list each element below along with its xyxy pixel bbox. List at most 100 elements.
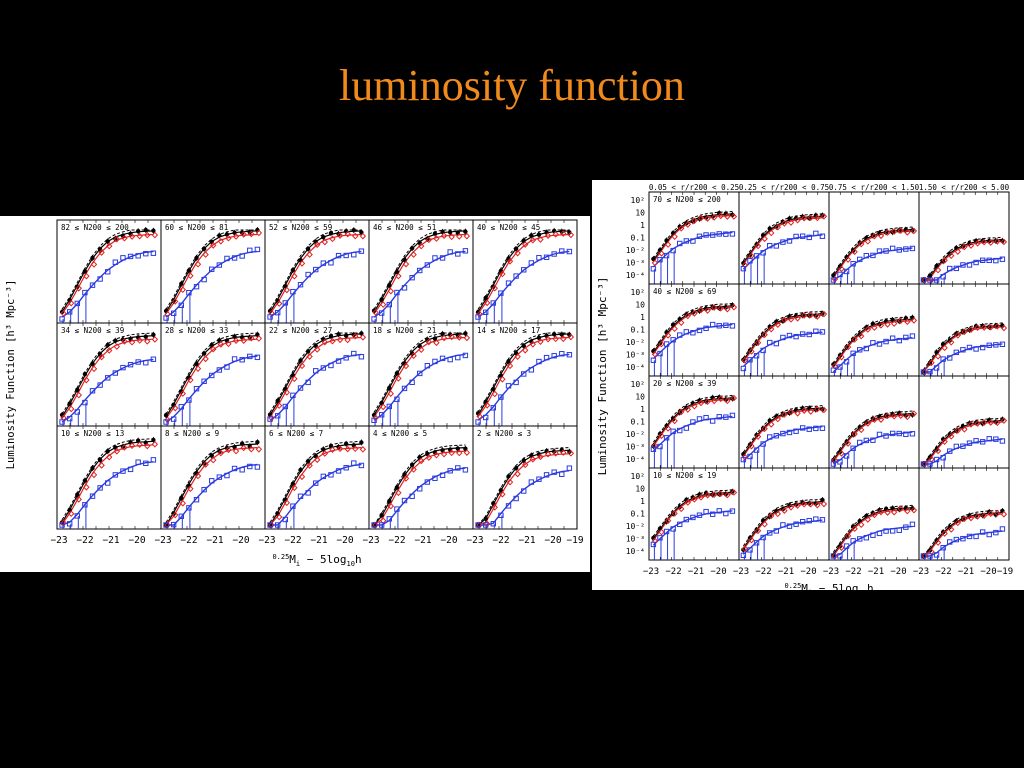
data-point-blue (786, 523, 793, 529)
data-point-red (671, 233, 678, 241)
data-point-blue (335, 468, 342, 474)
data-point-blue (505, 280, 512, 286)
data-point-red (858, 426, 865, 434)
x-tick-label: −20 (980, 567, 996, 577)
data-point-blue (870, 252, 876, 259)
data-point-red (410, 251, 417, 258)
data-point-blue (82, 399, 88, 406)
panel-frame (648, 467, 740, 561)
data-point-black (402, 472, 407, 477)
data-point-red (754, 242, 762, 250)
data-point-blue (753, 447, 760, 453)
data-point-blue (536, 358, 542, 365)
data-point-blue (386, 301, 392, 308)
data-point-red (807, 408, 814, 415)
data-point-red (890, 320, 898, 327)
data-point-blue (120, 255, 126, 261)
data-point-blue (105, 375, 111, 381)
y-tick-label: 10⁻² (626, 246, 645, 255)
left-x-axis-label: 0.25Mi − 5log10h (272, 553, 361, 568)
data-point-red (544, 450, 552, 458)
data-point-blue (551, 251, 557, 257)
data-point-red (820, 212, 828, 220)
data-point-blue (690, 330, 696, 336)
data-point-red (781, 316, 788, 324)
data-point-blue (723, 510, 729, 517)
data-point-blue (247, 247, 253, 254)
data-point-blue (239, 467, 245, 473)
data-point-red (761, 425, 768, 433)
panel-label-n200: 6 ≤ N200 ≤ 7 (269, 429, 323, 438)
data-point-blue (760, 250, 766, 256)
data-point-blue (305, 379, 311, 386)
x-tick-label-last: −19 (566, 535, 583, 546)
data-point-red (240, 444, 247, 452)
data-point-red (948, 433, 955, 440)
data-point-black (305, 349, 311, 354)
data-point-black (447, 230, 453, 235)
data-point-red (194, 472, 202, 480)
panel: 52 ≤ N200 ≤ 59 (264, 219, 370, 324)
data-point-blue (837, 364, 843, 370)
data-point-blue (657, 535, 663, 541)
data-point-blue (786, 238, 793, 244)
data-point-black (703, 490, 709, 496)
data-point-red (98, 249, 105, 256)
data-point-red (671, 510, 678, 517)
model-curve-dashed (373, 444, 466, 526)
data-point-blue (927, 368, 933, 375)
data-point-red (306, 251, 313, 258)
data-point-blue (927, 277, 933, 283)
data-point-black (831, 457, 836, 463)
data-point-red (794, 409, 801, 417)
data-point-blue (799, 519, 806, 525)
data-point-blue (806, 426, 812, 432)
data-point-red (774, 510, 782, 518)
panel-label-n200: 28 ≤ N200 ≤ 33 (165, 326, 228, 335)
data-point-blue (999, 438, 1006, 444)
data-point-red (202, 251, 209, 258)
data-point-blue (663, 341, 670, 347)
x-label-superscript: 0.25 (784, 582, 801, 590)
data-point-black (151, 228, 156, 233)
data-point-black (97, 457, 103, 463)
row-label-n200: 20 ≤ N200 ≤ 39 (653, 379, 716, 388)
data-point-black (135, 438, 141, 443)
data-point-blue (297, 493, 304, 499)
data-point-red (329, 235, 336, 243)
data-point-blue (896, 430, 902, 437)
data-point-blue (663, 252, 670, 259)
x-tick-label: −21 (688, 567, 704, 577)
data-point-blue (979, 439, 986, 445)
data-point-red (255, 445, 263, 453)
data-point-red (306, 462, 313, 469)
data-point-blue (920, 277, 927, 283)
data-point-red (151, 336, 159, 343)
data-point-blue (417, 370, 423, 377)
data-point-blue (909, 245, 916, 252)
panel-frame (368, 322, 474, 427)
data-point-blue (909, 521, 916, 528)
data-point-red (704, 307, 711, 314)
x-tick-label: −21 (206, 535, 223, 546)
y-tick-label: 10 (635, 485, 645, 494)
panel: 6 ≤ N200 ≤ 7 (264, 425, 370, 530)
data-point-black (664, 238, 669, 243)
data-point-red (560, 335, 567, 343)
data-point-black (883, 230, 889, 235)
data-point-blue (335, 252, 342, 259)
data-point-red (904, 507, 911, 515)
data-point-red (314, 456, 321, 464)
data-point-black (544, 333, 549, 339)
x-tick-label: −20 (544, 535, 561, 546)
fit-curve-blue (742, 234, 823, 270)
data-point-blue (282, 300, 288, 306)
data-point-black (529, 233, 534, 238)
data-point-black (275, 298, 280, 304)
data-point-blue (267, 522, 273, 528)
data-point-red (90, 471, 98, 479)
data-point-red (910, 506, 918, 514)
data-point-red (871, 232, 878, 240)
data-point-red (329, 337, 336, 345)
y-tick-label: 10⁻² (626, 338, 645, 347)
